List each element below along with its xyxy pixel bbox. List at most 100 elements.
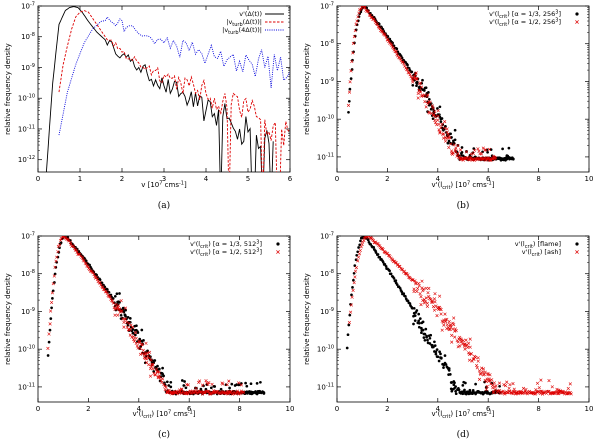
data-point [105,291,109,295]
data-point [405,67,409,72]
data-point [391,41,394,45]
data-point [414,71,418,75]
data-point [411,83,415,87]
x-tick-label: 10 [286,405,295,413]
data-point [135,344,139,348]
data-point [419,302,423,307]
data-point [441,132,446,136]
y-tick-label: 10-8 [21,269,35,278]
data-point [75,250,79,254]
data-point [460,146,464,149]
data-point [117,308,122,312]
data-point [416,96,420,100]
data-point [434,352,438,356]
data-point [162,374,165,378]
data-point [476,356,480,360]
data-point [492,381,496,385]
data-point [476,157,480,161]
data-point [403,64,407,68]
data-point [100,281,104,285]
data-point [109,293,113,297]
data-point [239,389,244,393]
data-point [398,286,402,290]
data-point [445,130,449,134]
data-point [139,343,144,347]
data-point [434,304,438,308]
data-point [147,350,152,354]
data-point [388,269,391,273]
data-point [210,382,214,386]
data-point [408,302,412,305]
data-point [507,389,511,394]
data-point [347,99,351,103]
data-point [566,391,570,396]
data-point [383,33,387,37]
data-point [351,51,355,55]
data-point [435,348,439,351]
data-point [47,332,51,336]
data-point [140,351,144,356]
data-point [450,381,454,384]
data-point [360,242,364,246]
data-point [47,340,51,344]
data-point [111,297,115,300]
data-point [415,309,419,312]
data-point [433,344,437,347]
data-point [421,328,425,332]
data-point [366,10,371,14]
data-point [262,391,266,394]
data-point [456,345,460,349]
data-point [197,379,202,383]
data-point [417,284,421,288]
data-point [416,281,421,286]
data-point [466,341,471,345]
data-point [555,387,559,392]
data-point [359,10,363,14]
data-point [472,147,476,150]
data-point [151,367,155,371]
data-point [116,313,120,317]
data-point [546,389,550,394]
legend-swatch [575,242,579,246]
data-point [354,22,358,26]
data-point [357,11,361,15]
data-point [431,106,435,110]
data-point [447,367,451,370]
data-point [98,280,102,285]
data-point [421,298,425,303]
data-point [469,156,473,160]
data-point [424,286,428,290]
x-axis-label: v'(lcrit) [107 cms-1] [432,181,495,191]
data-point [74,248,78,252]
data-point [453,148,457,152]
data-point [194,386,198,390]
data-point [123,306,128,310]
data-point [120,309,124,313]
data-point [505,380,509,384]
data-point [383,263,387,266]
data-point [239,383,244,387]
legend-swatch [276,242,280,246]
data-point [477,369,482,373]
data-point [389,43,394,47]
data-point [255,382,259,385]
data-point [140,342,144,347]
data-point [464,150,469,154]
data-point [84,262,88,266]
data-point [436,114,440,118]
x-tick-label: 2 [86,405,90,413]
data-point [484,148,488,152]
data-point [411,277,415,282]
data-point [391,46,396,50]
data-point [182,384,186,387]
data-point [427,97,431,101]
data-point [475,366,479,370]
data-point [497,381,502,385]
data-point [395,283,399,286]
data-point [91,271,95,275]
data-point [372,17,376,21]
x-tick-label: 6 [187,405,192,413]
data-point [450,333,454,338]
data-point [486,150,489,154]
data-point [413,319,417,322]
